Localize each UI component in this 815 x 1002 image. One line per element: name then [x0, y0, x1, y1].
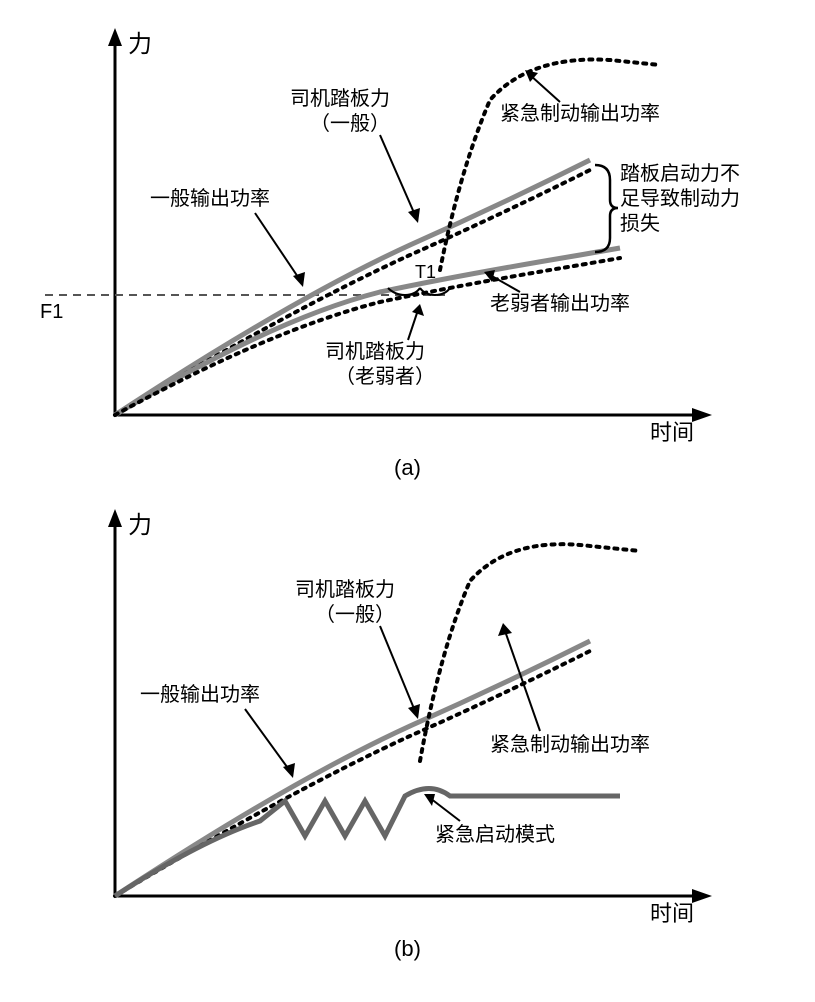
brake-loss-bracket	[595, 165, 618, 252]
chart-b-svg: 力 时间 一般输出功率 司机踏板力 （一般） 紧急制动输出功率 紧急启动模式	[20, 501, 770, 931]
chart-b-label: (b)	[20, 936, 795, 962]
x-axis-label-b: 时间	[650, 901, 694, 926]
t1-label: T1	[415, 262, 436, 282]
f1-label: F1	[40, 301, 63, 323]
chart-b-container: 力 时间 一般输出功率 司机踏板力 （一般） 紧急制动输出功率 紧急启动模式 (…	[20, 501, 795, 962]
elderly-output-label: 老弱者输出功率	[490, 292, 630, 315]
chart-a-container: 力 时间 F1 T1 一般输出功率 司机踏板力 （一般）	[20, 20, 795, 481]
chart-a-label: (a)	[20, 455, 795, 481]
y-axis-label-b: 力	[128, 512, 152, 539]
driver-pedal-general-label: 司机踏板力 （一般）	[290, 87, 396, 135]
emergency-mode-label: 紧急启动模式	[435, 823, 555, 846]
driver-pedal-general-label-b: 司机踏板力 （一般）	[295, 578, 401, 626]
emergency-output-label-b: 紧急制动输出功率	[490, 733, 650, 756]
general-output-label: 一般输出功率	[150, 187, 270, 210]
chart-a-svg: 力 时间 F1 T1 一般输出功率 司机踏板力 （一般）	[20, 20, 770, 450]
brake-loss-label: 踏板启动力不 足导致制动力 损失	[620, 162, 746, 235]
emergency-output-dots-b	[420, 544, 640, 761]
general-output-label-b: 一般输出功率	[140, 683, 260, 706]
emergency-output-label: 紧急制动输出功率	[500, 102, 660, 125]
x-axis-label-a: 时间	[650, 420, 694, 445]
general-output-curve-b	[115, 641, 590, 896]
driver-pedal-elderly-label: 司机踏板力 （老弱者）	[325, 340, 435, 388]
driver-pedal-elderly-dots	[115, 258, 620, 415]
y-axis-label-a: 力	[128, 31, 152, 58]
